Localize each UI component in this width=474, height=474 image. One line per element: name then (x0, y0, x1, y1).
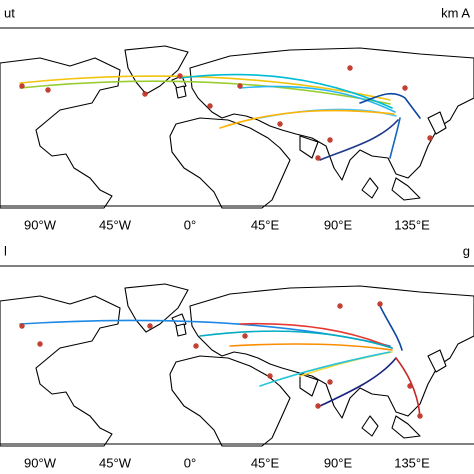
lon-label: 135°E (394, 217, 430, 232)
lon-labels: 90°W 45°W 0° 45°E 90°E 135°E (24, 217, 430, 232)
lon-label: 90°W (24, 217, 57, 232)
panel-title-right: km A (441, 5, 470, 20)
lon-label: 45°W (99, 455, 132, 470)
map-panel (0, 265, 474, 447)
lon-label: 45°E (251, 217, 280, 232)
lon-label: 135°E (394, 455, 430, 470)
lon-label: 45°E (251, 455, 280, 470)
lon-label: 45°W (99, 217, 132, 232)
lon-label: 90°E (324, 455, 353, 470)
lon-label: 0° (184, 217, 196, 232)
lon-label: 0° (184, 455, 196, 470)
lon-label: 90°W (24, 455, 57, 470)
panel-title-left: l (4, 243, 7, 258)
map-panel (0, 27, 474, 209)
panel-title-right: g (463, 243, 470, 258)
lon-label: 90°E (324, 217, 353, 232)
panel-title-left: ut (4, 5, 15, 20)
lon-labels: 90°W 45°W 0° 45°E 90°E 135°E (24, 455, 430, 470)
